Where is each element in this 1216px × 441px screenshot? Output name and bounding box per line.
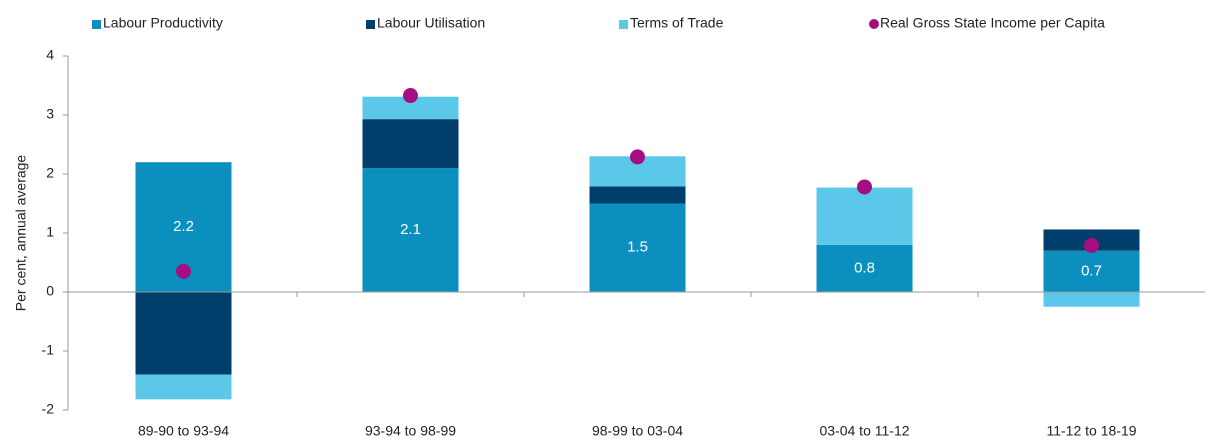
legend-label: Terms of Trade	[630, 15, 724, 31]
dot	[403, 88, 418, 104]
bar-segment	[816, 187, 913, 245]
dot	[176, 263, 191, 279]
dot	[630, 149, 645, 165]
bar-segment	[362, 96, 459, 120]
data-label: 1.5	[627, 239, 648, 256]
y-tick-label: 3	[46, 106, 54, 122]
data-label: 2.1	[400, 221, 421, 238]
y-tick-label: 1	[46, 224, 54, 240]
data-label: 0.8	[854, 259, 875, 276]
x-tick-label: 98-99 to 03-04	[592, 423, 683, 439]
bar-segment	[1043, 250, 1140, 292]
legend-label: Real Gross State Income per Capita	[880, 15, 1105, 31]
data-label: 2.2	[173, 218, 194, 235]
bar-segment	[135, 374, 232, 400]
y-tick-label: -1	[42, 342, 55, 358]
x-tick-label: 89-90 to 93-94	[138, 423, 229, 439]
bar-segment	[362, 168, 459, 292]
legend-marker	[869, 19, 879, 29]
dot	[857, 179, 872, 195]
legend-marker	[92, 20, 101, 29]
x-tick-label: 11-12 to 18-19	[1046, 423, 1136, 439]
bar-segment	[589, 203, 686, 292]
bar-segment	[816, 244, 913, 292]
legend-marker	[366, 20, 375, 29]
y-axis-label: Per cent, annual average	[13, 155, 29, 312]
y-tick-label: -2	[42, 401, 55, 417]
legend-marker	[619, 20, 628, 29]
bar-segment	[362, 119, 459, 169]
bar-segment	[1043, 292, 1140, 307]
y-tick-label: 2	[46, 165, 54, 181]
legend-label: Labour Utilisation	[377, 15, 485, 31]
x-tick-label: 03-04 to 11-12	[819, 423, 909, 439]
bar-segment	[135, 292, 232, 375]
data-label: 0.7	[1081, 262, 1102, 279]
bar-segment	[589, 186, 686, 204]
dot	[1084, 237, 1099, 253]
x-tick-label: 93-94 to 98-99	[365, 423, 456, 439]
legend-label: Labour Productivity	[103, 15, 223, 31]
y-tick-label: 0	[46, 283, 54, 299]
y-tick-label: 4	[46, 47, 54, 63]
